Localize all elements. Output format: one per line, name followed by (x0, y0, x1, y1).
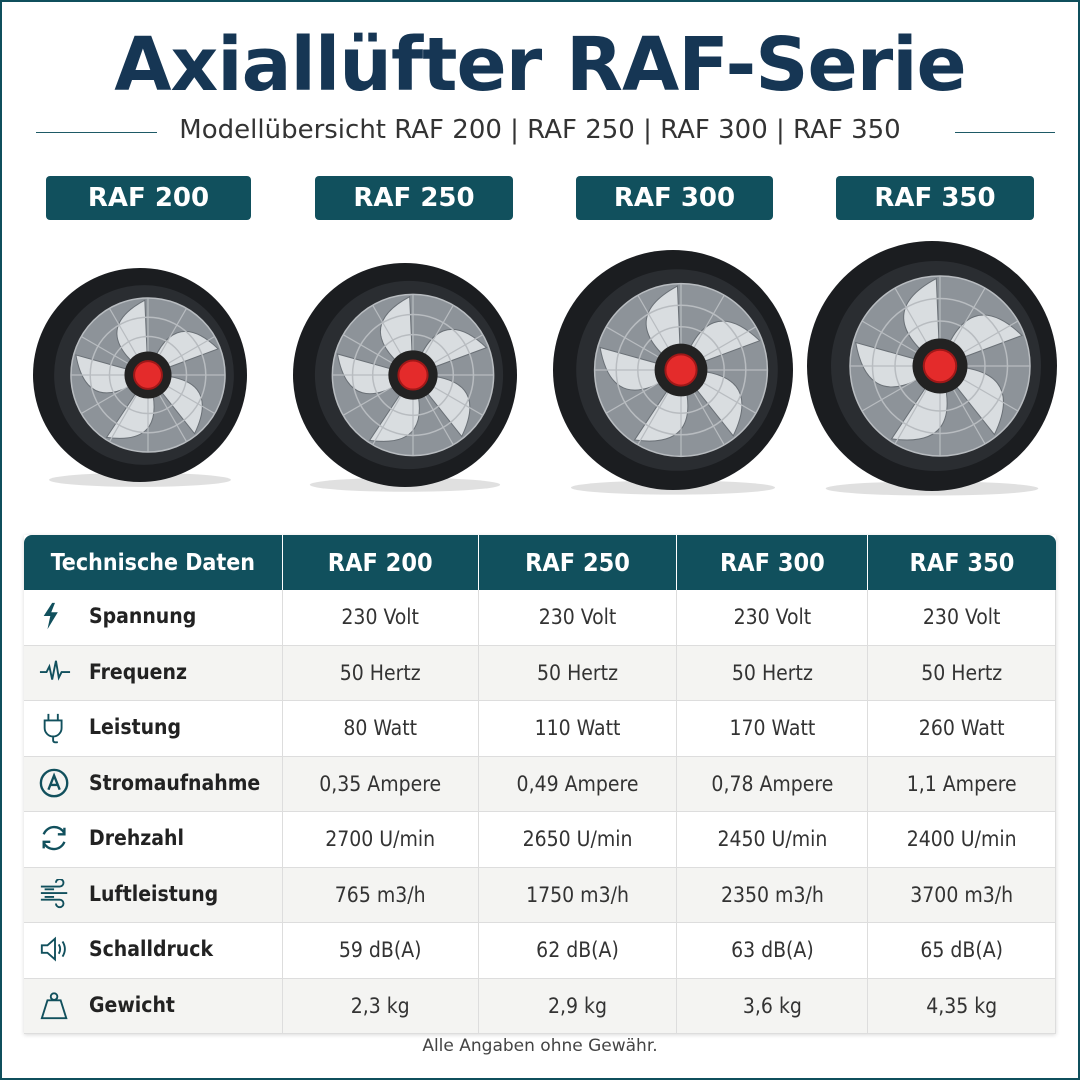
row-label-text: Frequenz (89, 659, 187, 684)
fan-part (397, 359, 429, 391)
cell: 50 Hertz (867, 645, 1056, 701)
column-header: RAF 300 (676, 535, 869, 590)
row-label: Drehzahl (24, 811, 283, 868)
column-header: Technische Daten (24, 535, 283, 590)
cell: 2,3 kg (282, 978, 479, 1034)
row-icon (43, 603, 58, 630)
table-body: Spannung 230 Volt 230 Volt 230 Volt 230 Volt… (24, 590, 1056, 1034)
model-label: RAF 250 (315, 176, 513, 220)
row-icon (40, 992, 68, 1019)
row-icon (39, 768, 69, 798)
cell: 170 Watt (676, 700, 869, 757)
fan-part (922, 348, 958, 384)
cell: 260 Watt (867, 700, 1056, 757)
cell: 65 dB(A) (867, 922, 1056, 979)
row-label: Frequenz (24, 645, 283, 701)
row-label: Stromaufnahme (24, 756, 283, 812)
cell: 3,6 kg (676, 978, 869, 1034)
cell: 765 m3/h (282, 867, 479, 923)
model-label: RAF 350 (836, 176, 1034, 220)
row-label-text: Leistung (89, 715, 182, 740)
cell: 62 dB(A) (478, 922, 678, 979)
row-icon (40, 877, 68, 908)
column-header: RAF 250 (478, 535, 678, 590)
fan-part (664, 353, 698, 387)
subtitle-row: Modellübersicht RAF 200 | RAF 250 | RAF … (0, 115, 1080, 145)
cell: 1750 m3/h (478, 867, 678, 923)
title: Axiallüfter RAF-Serie (114, 22, 967, 108)
cell: 230 Volt (676, 590, 869, 646)
table-row: Drehzahl 2700 U/min 2650 U/min 2450 U/min 24… (24, 811, 1056, 868)
fan (807, 241, 1057, 496)
cell: 230 Volt (282, 590, 479, 646)
cell: 50 Hertz (676, 645, 869, 701)
rule (955, 132, 1055, 133)
cell: 63 dB(A) (676, 922, 869, 979)
row-icon (40, 936, 66, 962)
cell: 59 dB(A) (282, 922, 479, 979)
table-row: Luftleistung 765 m3/h 1750 m3/h 2350 m3/h 37… (24, 867, 1056, 923)
cell: 2450 U/min (676, 811, 869, 868)
row-icon (43, 714, 63, 744)
row-icon (39, 660, 71, 681)
cell: 3700 m3/h (867, 867, 1056, 923)
column-header: RAF 350 (867, 535, 1056, 590)
model-label: RAF 200 (46, 176, 251, 220)
spec-table: Technische Daten RAF 200 RAF 250 RAF 300 RAF… (24, 535, 1056, 1034)
row-label: Spannung (24, 590, 283, 646)
cell: 2400 U/min (867, 811, 1056, 868)
cell: 230 Volt (478, 590, 678, 646)
model-label: RAF 300 (576, 176, 773, 220)
row-icon (42, 826, 66, 851)
table-row: Schalldruck 59 dB(A) 62 dB(A) 63 dB(A) 65 dB… (24, 922, 1056, 979)
cell: 2650 U/min (478, 811, 678, 868)
column-header: RAF 200 (282, 535, 479, 590)
cell: 230 Volt (867, 590, 1056, 646)
footer: Alle Angaben ohne Gewähr. (422, 1036, 658, 1056)
cell: 2,9 kg (478, 978, 678, 1034)
cell: 1,1 Ampere (867, 756, 1056, 812)
table-row: Leistung 80 Watt 110 Watt 170 Watt 260 Watt (24, 700, 1056, 757)
cell: 0,49 Ampere (478, 756, 678, 812)
row-label-text: Gewicht (89, 992, 175, 1017)
cell: 4,35 kg (867, 978, 1056, 1034)
cell: 110 Watt (478, 700, 678, 757)
cell: 50 Hertz (282, 645, 479, 701)
fan (33, 268, 247, 487)
cell: 2350 m3/h (676, 867, 869, 923)
rule (36, 132, 182, 133)
cell: 80 Watt (282, 700, 479, 757)
row-label-text: Spannung (89, 604, 197, 629)
fan-images (33, 241, 1057, 496)
table-row: Stromaufnahme 0,35 Ampere 0,49 Ampere 0,78 … (24, 756, 1056, 812)
fan-part (133, 360, 163, 390)
fan (553, 250, 793, 495)
cell: 2700 U/min (282, 811, 479, 868)
cell: 0,78 Ampere (676, 756, 869, 812)
fan (293, 263, 517, 492)
table-row: Frequenz 50 Hertz 50 Hertz 50 Hertz 50 Hertz (24, 645, 1056, 701)
subtitle: Modellübersicht RAF 200 | RAF 250 | RAF … (157, 115, 923, 145)
row-label: Schalldruck (24, 922, 283, 979)
cell: 0,35 Ampere (282, 756, 479, 812)
cell: 50 Hertz (478, 645, 678, 701)
row-label-text: Schalldruck (89, 937, 214, 962)
table-row: Gewicht 2,3 kg 2,9 kg 3,6 kg 4,35 kg (24, 978, 1056, 1034)
row-label: Leistung (24, 700, 283, 757)
row-label-text: Luftleistung (89, 881, 219, 906)
row-label: Luftleistung (24, 867, 283, 923)
row-label-text: Drehzahl (89, 826, 184, 851)
row-label: Gewicht (24, 978, 283, 1034)
row-label-text: Stromaufnahme (89, 770, 261, 795)
table-row: Spannung 230 Volt 230 Volt 230 Volt 230 Volt (24, 590, 1056, 646)
table-header: Technische Daten RAF 200 RAF 250 RAF 300 RAF… (24, 535, 1056, 590)
